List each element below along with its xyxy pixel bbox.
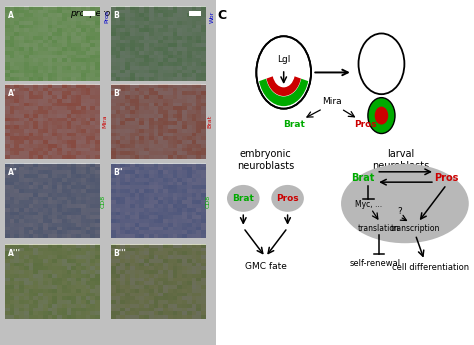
Text: Brat: Brat — [208, 115, 213, 128]
Bar — [5, 164, 100, 238]
Ellipse shape — [271, 185, 304, 212]
Circle shape — [368, 98, 395, 134]
Text: A": A" — [8, 168, 18, 177]
Text: neuroblasts: neuroblasts — [237, 161, 294, 171]
Text: A''': A''' — [8, 249, 21, 258]
Text: prospero: prospero — [71, 9, 111, 18]
Text: transcription: transcription — [391, 224, 440, 233]
Text: Mira: Mira — [102, 115, 108, 128]
Circle shape — [256, 36, 311, 109]
Text: Mira: Mira — [322, 97, 342, 106]
Bar — [5, 245, 100, 319]
Wedge shape — [266, 76, 301, 96]
Bar — [189, 11, 201, 16]
Text: Brat: Brat — [283, 120, 305, 129]
Bar — [83, 11, 95, 16]
Bar — [5, 7, 100, 81]
Text: B''': B''' — [114, 249, 127, 258]
Bar — [111, 85, 206, 159]
Bar — [111, 7, 206, 81]
Text: neuroblasts: neuroblasts — [373, 161, 429, 171]
Circle shape — [358, 33, 404, 94]
Text: B: B — [114, 11, 119, 20]
Bar — [111, 164, 206, 238]
Ellipse shape — [227, 185, 260, 212]
Text: GMC fate: GMC fate — [245, 262, 286, 271]
Text: B": B" — [114, 168, 123, 177]
Text: A': A' — [8, 89, 16, 98]
Text: Pros: Pros — [105, 10, 109, 23]
Text: Pros: Pros — [435, 173, 459, 183]
Text: cell differentiation: cell differentiation — [392, 263, 470, 272]
Text: Brat: Brat — [232, 194, 254, 203]
Bar — [100, 0, 103, 345]
Text: Pros: Pros — [355, 120, 377, 129]
Text: self-renewal: self-renewal — [349, 259, 401, 268]
Bar — [111, 245, 206, 319]
Text: B': B' — [114, 89, 122, 98]
Text: translation: translation — [358, 224, 400, 233]
Text: embryonic: embryonic — [239, 149, 292, 158]
Text: larval: larval — [387, 149, 415, 158]
Wedge shape — [259, 79, 308, 106]
Text: Wor: Wor — [210, 10, 215, 22]
Bar — [206, 0, 219, 345]
Text: Pros: Pros — [276, 194, 299, 203]
Text: Lgl: Lgl — [277, 55, 291, 64]
Text: CD8: CD8 — [206, 194, 210, 208]
Text: Myc, ...: Myc, ... — [355, 200, 382, 209]
Ellipse shape — [341, 164, 469, 243]
Circle shape — [374, 107, 388, 125]
Text: A: A — [8, 11, 14, 20]
Text: C: C — [217, 9, 227, 22]
Text: Brat: Brat — [352, 173, 375, 183]
Text: CD8: CD8 — [100, 194, 105, 208]
Text: ?: ? — [397, 207, 402, 216]
Bar — [5, 85, 100, 159]
